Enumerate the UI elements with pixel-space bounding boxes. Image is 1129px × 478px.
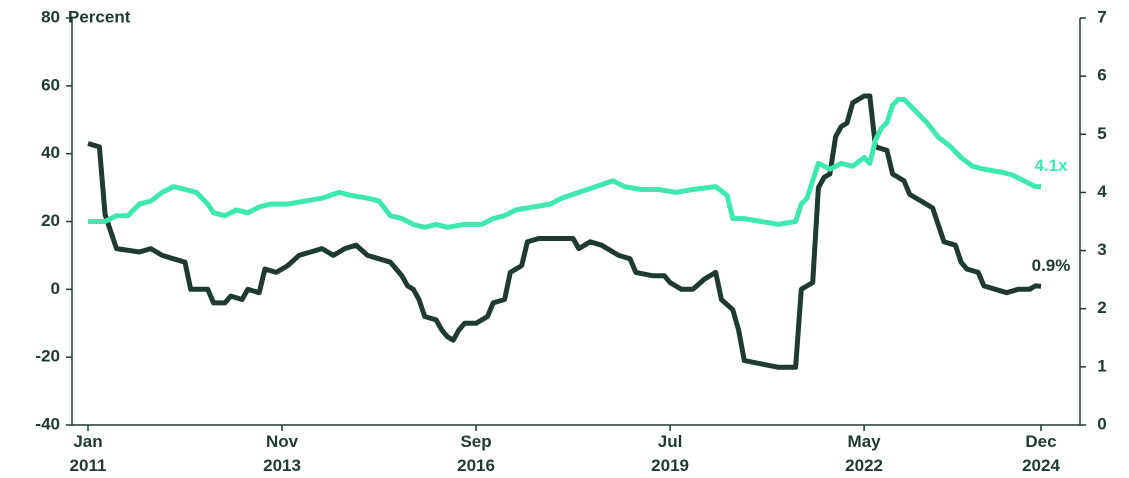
y2-tick-label: 5 (1097, 124, 1106, 143)
y2-tick-label: 0 (1097, 414, 1106, 433)
y-tick-label: 80 (41, 7, 60, 26)
y-tick-label: 20 (41, 211, 60, 230)
y2-tick-label: 1 (1097, 356, 1106, 375)
y-axis-label: Percent (68, 7, 131, 26)
y-tick-label: -20 (35, 347, 60, 366)
x-tick-label: Dec 2024 (1022, 432, 1060, 475)
y-tick-label: 60 (41, 75, 60, 94)
y-tick-label: 40 (41, 143, 60, 162)
y2-tick-label: 4 (1097, 182, 1107, 201)
x-tick-label: Jul 2019 (651, 432, 689, 475)
y2-tick-label: 3 (1097, 240, 1106, 259)
x-tick-label: Jan 2011 (70, 432, 107, 475)
series-line (88, 96, 1041, 230)
y2-tick-label: 7 (1097, 7, 1106, 26)
x-tick-label: May 2022 (845, 432, 883, 475)
y2-tick-label: 6 (1097, 66, 1106, 85)
y2-tick-label: 2 (1097, 298, 1106, 317)
series-line (87, 93, 1042, 370)
y-tick-label: -40 (35, 414, 60, 433)
x-tick-label: Sep 2016 (457, 432, 495, 475)
end-label: 4.1x (1034, 156, 1068, 175)
x-tick-label: Nov 2013 (263, 432, 301, 475)
end-label: 0.9% (1032, 256, 1071, 275)
y-tick-label: 0 (51, 279, 60, 298)
